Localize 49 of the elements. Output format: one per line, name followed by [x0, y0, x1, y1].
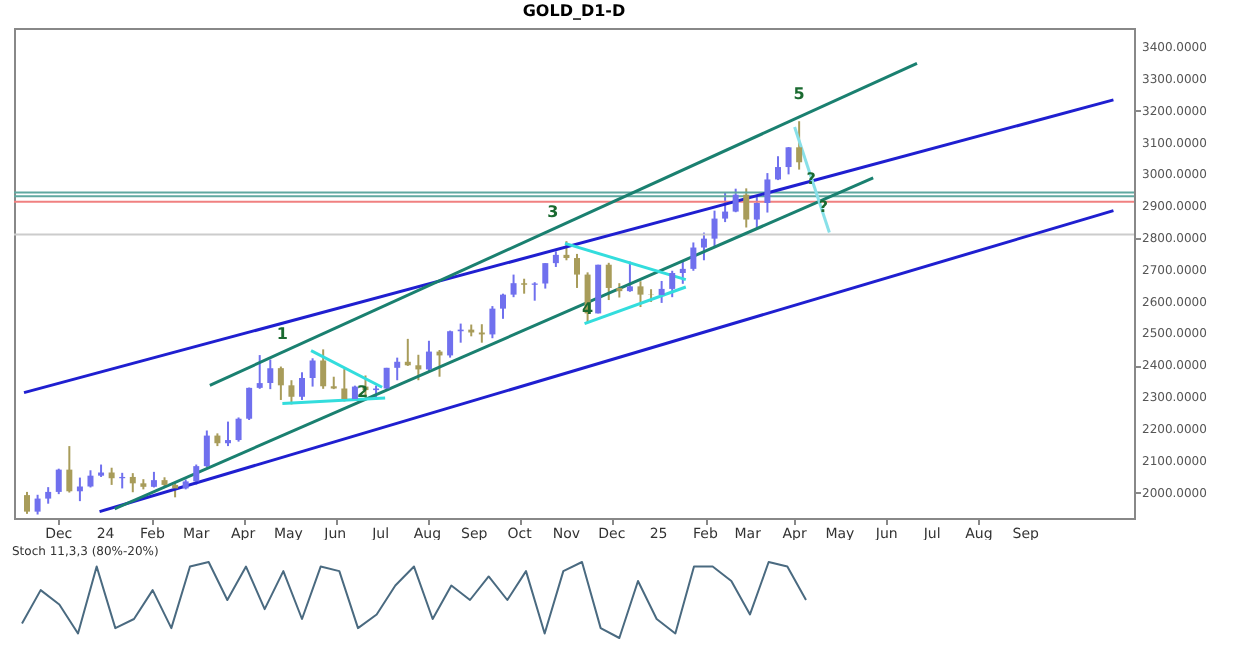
candlestick — [34, 493, 41, 516]
candlestick — [489, 305, 496, 340]
candlestick — [785, 146, 792, 176]
candlestick — [796, 120, 803, 171]
candlestick — [246, 386, 253, 421]
candlestick — [66, 445, 73, 494]
candlestick — [574, 252, 581, 289]
candlestick — [743, 187, 750, 229]
annotation: ? — [818, 197, 829, 216]
candlestick — [563, 240, 570, 262]
candlestick — [256, 354, 263, 390]
annotation: 1 — [276, 325, 289, 344]
annotation: 3 — [547, 203, 559, 222]
candlestick — [700, 231, 707, 262]
candlestick — [267, 358, 274, 391]
candlestick — [193, 463, 200, 486]
candlestick — [447, 329, 454, 359]
candlestick — [129, 472, 136, 494]
candlestick — [235, 416, 242, 443]
candlestick — [341, 368, 348, 403]
candlestick — [415, 353, 422, 382]
candlestick — [425, 339, 432, 372]
candlestick — [753, 195, 760, 229]
candlestick — [690, 241, 697, 272]
candlestick — [669, 269, 676, 299]
candlestick — [299, 371, 306, 401]
candlestick — [394, 356, 401, 382]
candlestick — [499, 292, 506, 320]
candlestick — [542, 262, 549, 290]
chart-title: GOLD_D1-D — [522, 2, 626, 20]
candlestick — [24, 490, 31, 515]
candlestick — [309, 357, 316, 388]
candlestick — [637, 280, 644, 309]
candlestick — [277, 365, 284, 401]
candlestick — [55, 467, 62, 496]
candlestick — [320, 348, 327, 390]
candlestick — [658, 279, 665, 304]
candlestick — [288, 379, 295, 406]
candlestick — [626, 260, 633, 293]
candlestick — [224, 420, 231, 448]
candlestick — [203, 429, 210, 469]
candlestick — [764, 172, 771, 214]
candlestick — [722, 191, 729, 224]
candlestick — [774, 155, 781, 182]
candlestick — [510, 273, 517, 299]
candlestick — [605, 261, 612, 302]
candlestick — [679, 260, 686, 285]
candlestick — [711, 209, 718, 248]
annotation: 5 — [793, 85, 806, 104]
